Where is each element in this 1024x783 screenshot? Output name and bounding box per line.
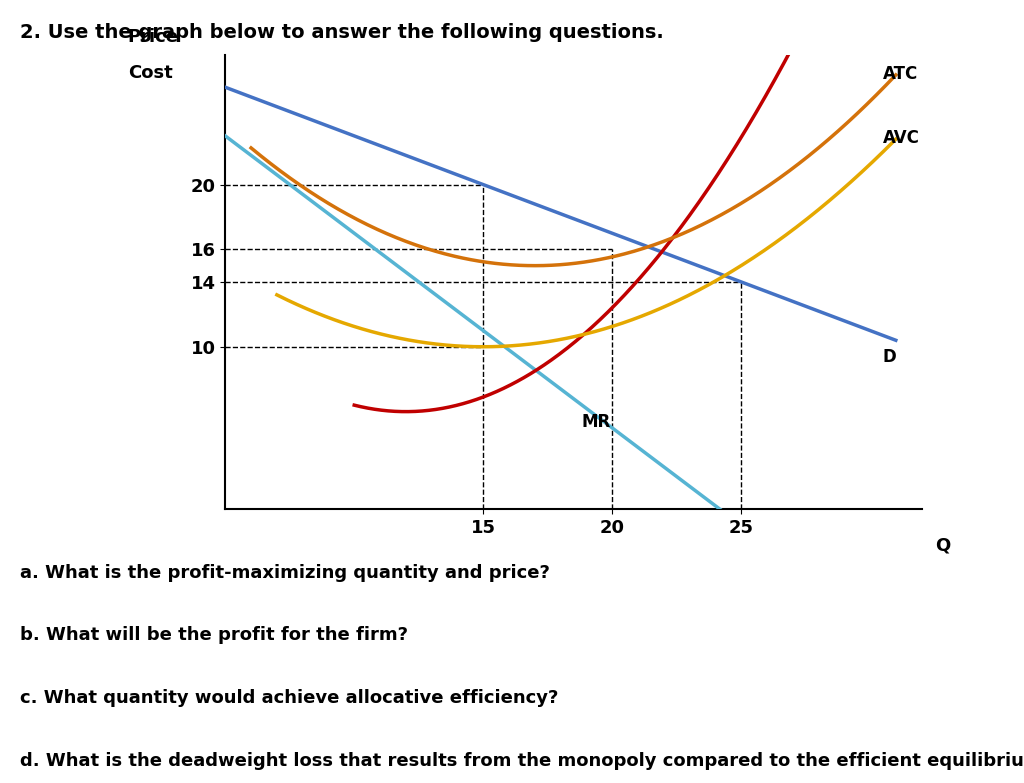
Text: ATC: ATC [883,66,919,84]
Text: c. What quantity would achieve allocative efficiency?: c. What quantity would achieve allocativ… [20,689,559,707]
Text: 2. Use the graph below to answer the following questions.: 2. Use the graph below to answer the fol… [20,23,665,42]
Text: b. What will be the profit for the firm?: b. What will be the profit for the firm? [20,626,409,644]
Text: D: D [883,348,897,366]
Text: AVC: AVC [883,129,920,147]
Text: Cost: Cost [128,64,173,82]
Text: Q: Q [936,536,950,554]
Text: a. What is the profit-maximizing quantity and price?: a. What is the profit-maximizing quantit… [20,564,550,582]
Text: d. What is the deadweight loss that results from the monopoly compared to the ef: d. What is the deadweight loss that resu… [20,752,1024,770]
Text: Price: Price [128,27,179,45]
Text: MR: MR [582,413,610,431]
